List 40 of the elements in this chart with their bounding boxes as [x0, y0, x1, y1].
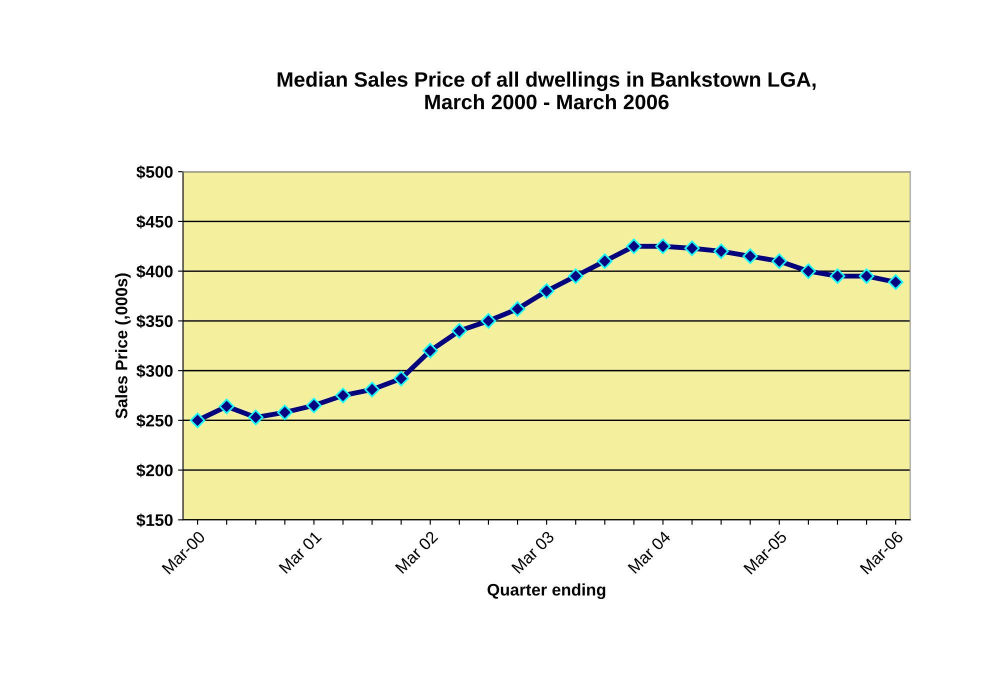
point	[597, 254, 612, 269]
y-tick-label: $150	[136, 514, 173, 528]
y-axis-title: Sales Price (,000s)	[115, 273, 131, 418]
point	[218, 398, 234, 414]
point	[190, 412, 206, 428]
point	[277, 404, 293, 420]
point	[335, 388, 351, 404]
point	[452, 323, 468, 339]
x-tick-label: Mar 03	[511, 530, 555, 574]
y-tick-label: $350	[136, 314, 173, 328]
point	[626, 238, 642, 254]
point	[306, 398, 322, 414]
point	[480, 313, 496, 329]
y-tick-label: $450	[136, 215, 173, 229]
x-axis-title: Quarter ending	[488, 583, 606, 600]
y-tick-label: $400	[136, 264, 173, 278]
point	[393, 370, 409, 386]
point	[248, 410, 264, 426]
point	[655, 238, 671, 254]
x-tick-label: Mar 04	[628, 530, 672, 574]
point	[772, 254, 788, 269]
point	[510, 301, 526, 317]
point	[830, 268, 846, 284]
point	[568, 268, 584, 284]
point	[858, 268, 874, 284]
point	[800, 263, 816, 279]
y-tick-label: $250	[136, 414, 173, 428]
x-tick-label: Mar 01	[278, 530, 322, 574]
point	[742, 248, 758, 264]
y-tick-label: $500	[136, 165, 173, 179]
x-tick-label: Mar 02	[394, 530, 438, 574]
chart-title: Median Sales Price of all dwellings in Bankstown LGA, March 2000 - March 2006	[278, 72, 816, 110]
y-tick-label: $300	[136, 364, 173, 378]
point	[713, 244, 729, 259]
point	[538, 283, 554, 299]
point	[422, 343, 438, 358]
point	[364, 382, 380, 398]
y-tick-label: $200	[136, 464, 173, 478]
point	[684, 240, 700, 256]
point	[888, 274, 904, 290]
